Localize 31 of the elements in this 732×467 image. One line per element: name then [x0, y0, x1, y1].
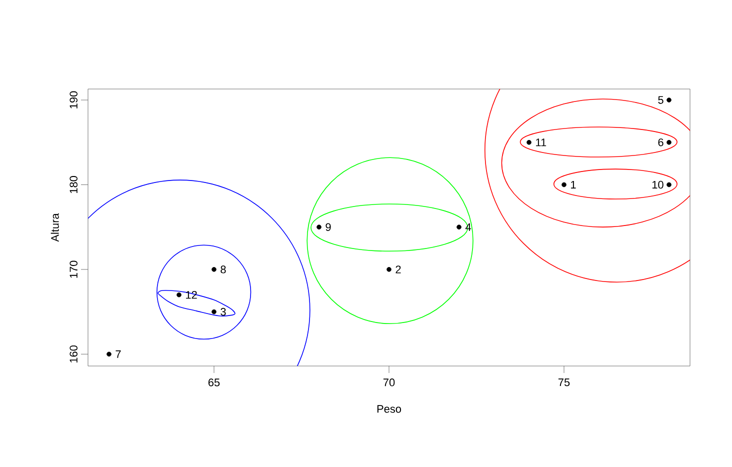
annotation: 5: [658, 96, 664, 104]
point: [106, 352, 112, 357]
annotation: 9: [326, 223, 331, 231]
y-tick-label: 190: [70, 91, 78, 108]
annotation: 3: [220, 308, 226, 316]
y-tick-label: 180: [70, 176, 78, 194]
point: [212, 309, 216, 314]
point: [456, 224, 462, 230]
annotation: 11: [536, 138, 546, 146]
annotation: 1: [571, 180, 576, 188]
annotation: 7: [116, 350, 121, 358]
point: [562, 182, 566, 188]
y-tick-label: 160: [70, 345, 78, 362]
x-axis-title: Peso: [377, 405, 402, 413]
x-tick-label: 65: [208, 378, 220, 386]
annotation: 10: [652, 180, 664, 189]
point: [316, 224, 322, 230]
point: [212, 267, 216, 272]
point: [666, 98, 672, 102]
point: [176, 292, 182, 298]
annotation: 2: [396, 266, 401, 274]
x-tick-label: 70: [383, 378, 395, 386]
point: [526, 140, 532, 145]
y-tick-label: 170: [70, 260, 78, 278]
point: [386, 267, 392, 272]
point: [666, 182, 672, 188]
annotation: 6: [658, 138, 664, 146]
x-tick-label: 75: [558, 378, 570, 386]
point: [666, 140, 672, 145]
annotation: 8: [220, 266, 226, 274]
y-axis-title: Altura: [50, 213, 59, 242]
